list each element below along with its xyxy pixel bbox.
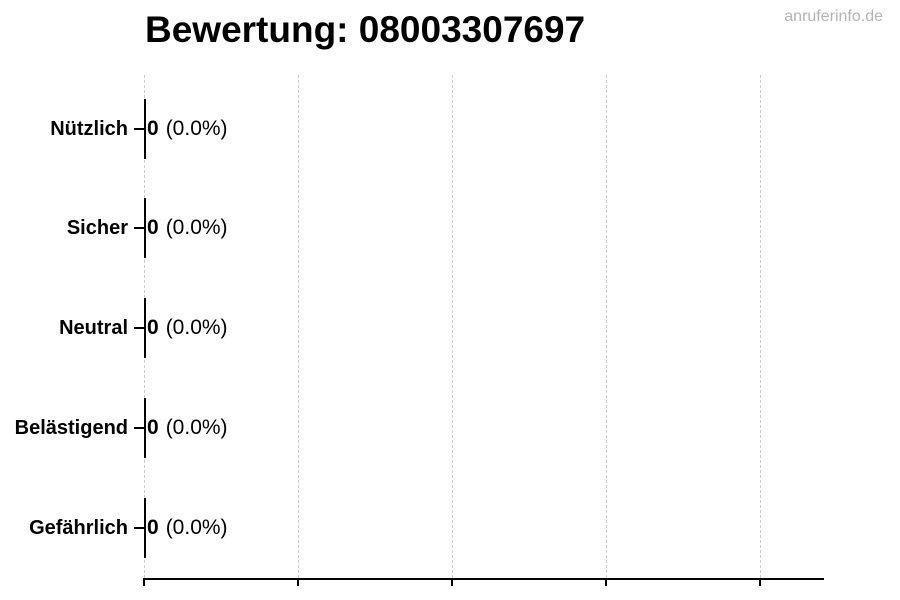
value-count: 0 bbox=[147, 117, 159, 140]
gridline bbox=[606, 75, 607, 578]
y-tick bbox=[134, 327, 144, 329]
y-tick bbox=[134, 128, 144, 130]
x-tick bbox=[143, 580, 145, 586]
bar-row-gefaehrlich: Gefährlich 0 (0.0%) bbox=[0, 498, 900, 558]
gridline bbox=[298, 75, 299, 578]
zero-bar-edge bbox=[144, 298, 146, 358]
category-label: Neutral bbox=[59, 316, 128, 339]
value-percent: (0.0%) bbox=[165, 316, 228, 339]
y-tick bbox=[134, 227, 144, 229]
value-count: 0 bbox=[147, 516, 159, 539]
value-percent: (0.0%) bbox=[165, 117, 228, 140]
value-label: 0 (0.0%) bbox=[147, 498, 228, 558]
value-percent: (0.0%) bbox=[165, 516, 228, 539]
bar-row-belaestigend: Belästigend 0 (0.0%) bbox=[0, 398, 900, 458]
bar-row-sicher: Sicher 0 (0.0%) bbox=[0, 198, 900, 258]
category-label: Sicher bbox=[66, 216, 128, 239]
gridline bbox=[760, 75, 761, 578]
category-label: Gefährlich bbox=[29, 516, 128, 539]
watermark-text: anruferinfo.de bbox=[784, 8, 883, 25]
x-tick bbox=[297, 580, 299, 586]
zero-bar-edge bbox=[144, 398, 146, 458]
category-label: Nützlich bbox=[50, 117, 128, 140]
value-label: 0 (0.0%) bbox=[147, 398, 228, 458]
value-percent: (0.0%) bbox=[165, 416, 228, 439]
value-percent: (0.0%) bbox=[165, 216, 228, 239]
category-label: Belästigend bbox=[14, 416, 128, 439]
value-count: 0 bbox=[147, 416, 159, 439]
x-tick bbox=[605, 580, 607, 586]
bar-row-nuetzlich: Nützlich 0 (0.0%) bbox=[0, 99, 900, 159]
y-tick bbox=[134, 427, 144, 429]
zero-bar-edge bbox=[144, 198, 146, 258]
value-label: 0 (0.0%) bbox=[147, 198, 228, 258]
y-tick bbox=[134, 527, 144, 529]
x-tick bbox=[759, 580, 761, 586]
zero-bar-edge bbox=[144, 498, 146, 558]
value-label: 0 (0.0%) bbox=[147, 298, 228, 358]
value-label: 0 (0.0%) bbox=[147, 99, 228, 159]
chart-title: Bewertung: 08003307697 bbox=[145, 9, 586, 50]
gridline bbox=[452, 75, 453, 578]
value-count: 0 bbox=[147, 216, 159, 239]
zero-bar-edge bbox=[144, 99, 146, 159]
x-axis-line bbox=[143, 578, 824, 580]
x-tick bbox=[451, 580, 453, 586]
value-count: 0 bbox=[147, 316, 159, 339]
bar-row-neutral: Neutral 0 (0.0%) bbox=[0, 298, 900, 358]
